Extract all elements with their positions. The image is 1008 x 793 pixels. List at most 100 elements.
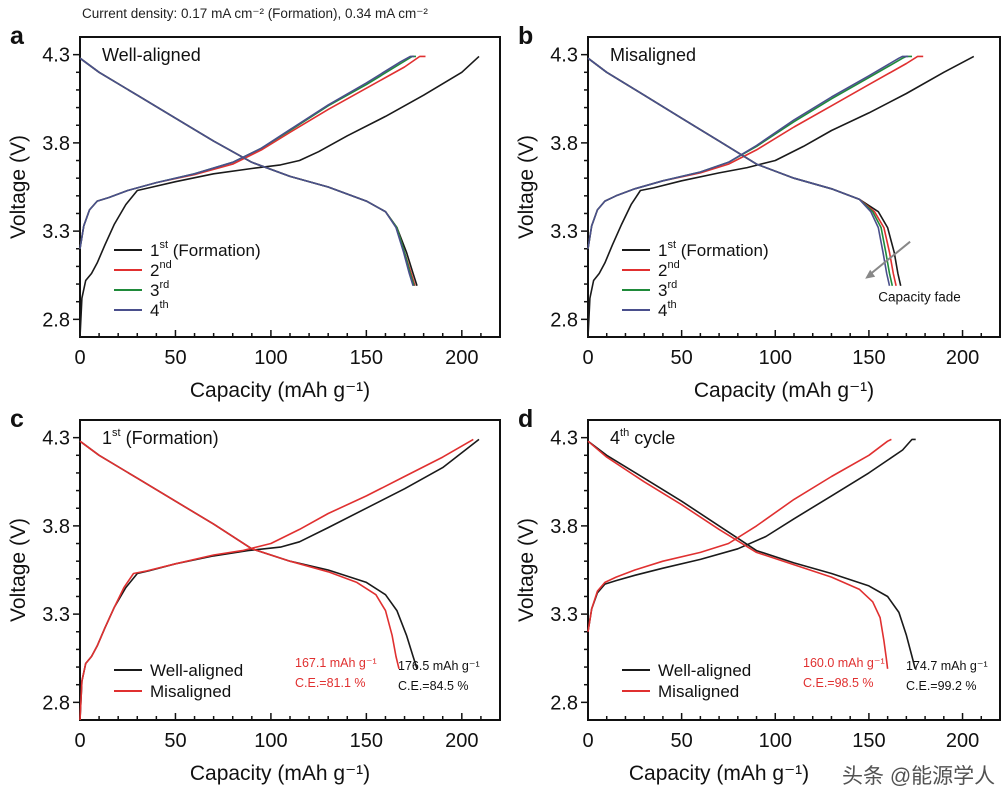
x-tick-label: 200 <box>445 347 478 369</box>
x-axis-label: Capacity (mAh g⁻¹) <box>694 379 874 402</box>
x-tick-label: 0 <box>582 347 593 369</box>
legend-entry: 3rd <box>150 279 169 300</box>
inset-title: Well-aligned <box>102 45 201 65</box>
y-tick-label: 4.3 <box>42 45 70 67</box>
y-tick-label: 3.8 <box>42 133 70 155</box>
panel-c: c 0 50 100 150 200 2.8 3.3 3.8 4.3 Capacity (mAh g… <box>7 405 501 785</box>
x-tick-label: 150 <box>852 730 885 752</box>
series-3-charge-curve <box>79 55 416 249</box>
legend-entry: Well-aligned <box>150 661 243 680</box>
panel-label: c <box>10 405 24 433</box>
x-tick-label: 100 <box>759 347 792 369</box>
y-axis-label: Voltage (V) <box>515 135 538 239</box>
panel-label: d <box>518 405 533 433</box>
inset-title: Misaligned <box>610 45 696 65</box>
series-2-discharge-curve <box>79 440 400 669</box>
legend-entry: 2nd <box>658 259 680 280</box>
series-1-discharge-curve <box>587 440 916 670</box>
capacity-label: 167.1 mAh g⁻¹ <box>295 656 377 670</box>
series-4-charge-curve <box>587 55 909 249</box>
series-1-charge-curve <box>587 438 916 632</box>
inset-title: 1st (Formation) <box>102 427 219 448</box>
y-tick-label: 3.3 <box>42 604 70 626</box>
x-tick-label: 200 <box>445 730 478 752</box>
legend-entry: 4th <box>150 299 169 320</box>
coulombic-efficiency-label: C.E.=84.5 % <box>398 679 469 693</box>
inset-title: 4th cycle <box>610 427 675 448</box>
annotation-text: Capacity fade <box>878 289 961 304</box>
coulombic-efficiency-label: C.E.=98.5 % <box>803 676 874 690</box>
series-4-charge-curve <box>79 55 415 249</box>
arrow-head-icon <box>865 269 876 279</box>
x-tick-label: 150 <box>350 730 383 752</box>
capacity-label: 176.5 mAh g⁻¹ <box>398 659 480 673</box>
panel-label: a <box>10 22 25 50</box>
x-axis-label: Capacity (mAh g⁻¹) <box>629 762 809 785</box>
y-tick-label: 3.8 <box>42 516 70 538</box>
panel-label: b <box>518 22 533 50</box>
x-tick-label: 0 <box>74 730 85 752</box>
series-2-charge-curve <box>79 438 474 721</box>
y-tick-label: 3.8 <box>550 516 578 538</box>
capacity-label: 160.0 mAh g⁻¹ <box>803 656 885 670</box>
x-axis-label: Capacity (mAh g⁻¹) <box>190 379 370 402</box>
x-tick-label: 100 <box>254 730 287 752</box>
y-tick-label: 3.3 <box>550 221 578 243</box>
legend-entry: 4th <box>658 299 677 320</box>
legend-entry: 1st (Formation) <box>658 239 769 260</box>
figure-top-title: Current density: 0.17 mA cm⁻² (Formation… <box>82 6 428 21</box>
y-tick-label: 3.8 <box>550 133 578 155</box>
series-2-charge-curve <box>587 438 892 632</box>
panel-a: a 0 50 100 150 200 2.8 3.3 3.8 4.3 Capacity (mAh g… <box>7 22 501 402</box>
legend-entry: 1st (Formation) <box>150 239 261 260</box>
x-tick-label: 200 <box>946 730 979 752</box>
panel-b: b 0 50 100 150 200 2.8 3.3 3.8 4.3 Capacity (mAh g… <box>515 22 1001 402</box>
y-tick-label: 4.3 <box>550 428 578 450</box>
capacity-fade-arrow <box>868 240 911 277</box>
plot-frame <box>79 419 501 721</box>
series-2-charge-curve <box>587 55 924 249</box>
y-tick-label: 3.3 <box>42 221 70 243</box>
panel-d: d 0 50 100 150 200 2.8 3.3 3.8 4.3 Capacity (mAh g… <box>515 405 1001 785</box>
x-tick-label: 200 <box>946 347 979 369</box>
y-tick-label: 2.8 <box>42 692 70 714</box>
y-axis-label: Voltage (V) <box>515 518 538 622</box>
legend-entry: Misaligned <box>150 682 231 701</box>
y-tick-label: 2.8 <box>42 309 70 331</box>
x-tick-label: 0 <box>582 730 593 752</box>
y-tick-label: 3.3 <box>550 604 578 626</box>
y-tick-label: 4.3 <box>42 428 70 450</box>
series-1-discharge-curve <box>79 440 418 670</box>
x-tick-label: 50 <box>671 730 693 752</box>
plot-frame <box>587 419 1001 721</box>
coulombic-efficiency-label: C.E.=81.1 % <box>295 676 366 690</box>
y-tick-label: 4.3 <box>550 45 578 67</box>
x-tick-label: 0 <box>74 347 85 369</box>
series-4-discharge-curve <box>587 57 891 286</box>
y-tick-label: 2.8 <box>550 309 578 331</box>
y-axis-label: Voltage (V) <box>7 135 30 239</box>
x-tick-label: 100 <box>759 730 792 752</box>
y-tick-label: 2.8 <box>550 692 578 714</box>
series-1-charge-curve <box>79 55 480 338</box>
legend-entry: Well-aligned <box>658 661 751 680</box>
x-tick-label: 50 <box>164 347 186 369</box>
coulombic-efficiency-label: C.E.=99.2 % <box>906 679 977 693</box>
series-1-charge-curve <box>79 438 480 721</box>
series-4-discharge-curve <box>79 57 414 287</box>
series-2-discharge-curve <box>587 440 889 669</box>
x-tick-label: 50 <box>164 730 186 752</box>
capacity-label: 174.7 mAh g⁻¹ <box>906 659 988 673</box>
x-tick-label: 50 <box>671 347 693 369</box>
legend-entry: 2nd <box>150 259 172 280</box>
watermark: 头条 @能源学人 <box>842 765 996 788</box>
legend-entry: Misaligned <box>658 682 739 701</box>
y-axis-label: Voltage (V) <box>7 518 30 622</box>
x-tick-label: 150 <box>350 347 383 369</box>
series-1-charge-curve <box>587 55 975 338</box>
x-tick-label: 150 <box>852 347 885 369</box>
x-axis-label: Capacity (mAh g⁻¹) <box>190 762 370 785</box>
x-tick-label: 100 <box>254 347 287 369</box>
